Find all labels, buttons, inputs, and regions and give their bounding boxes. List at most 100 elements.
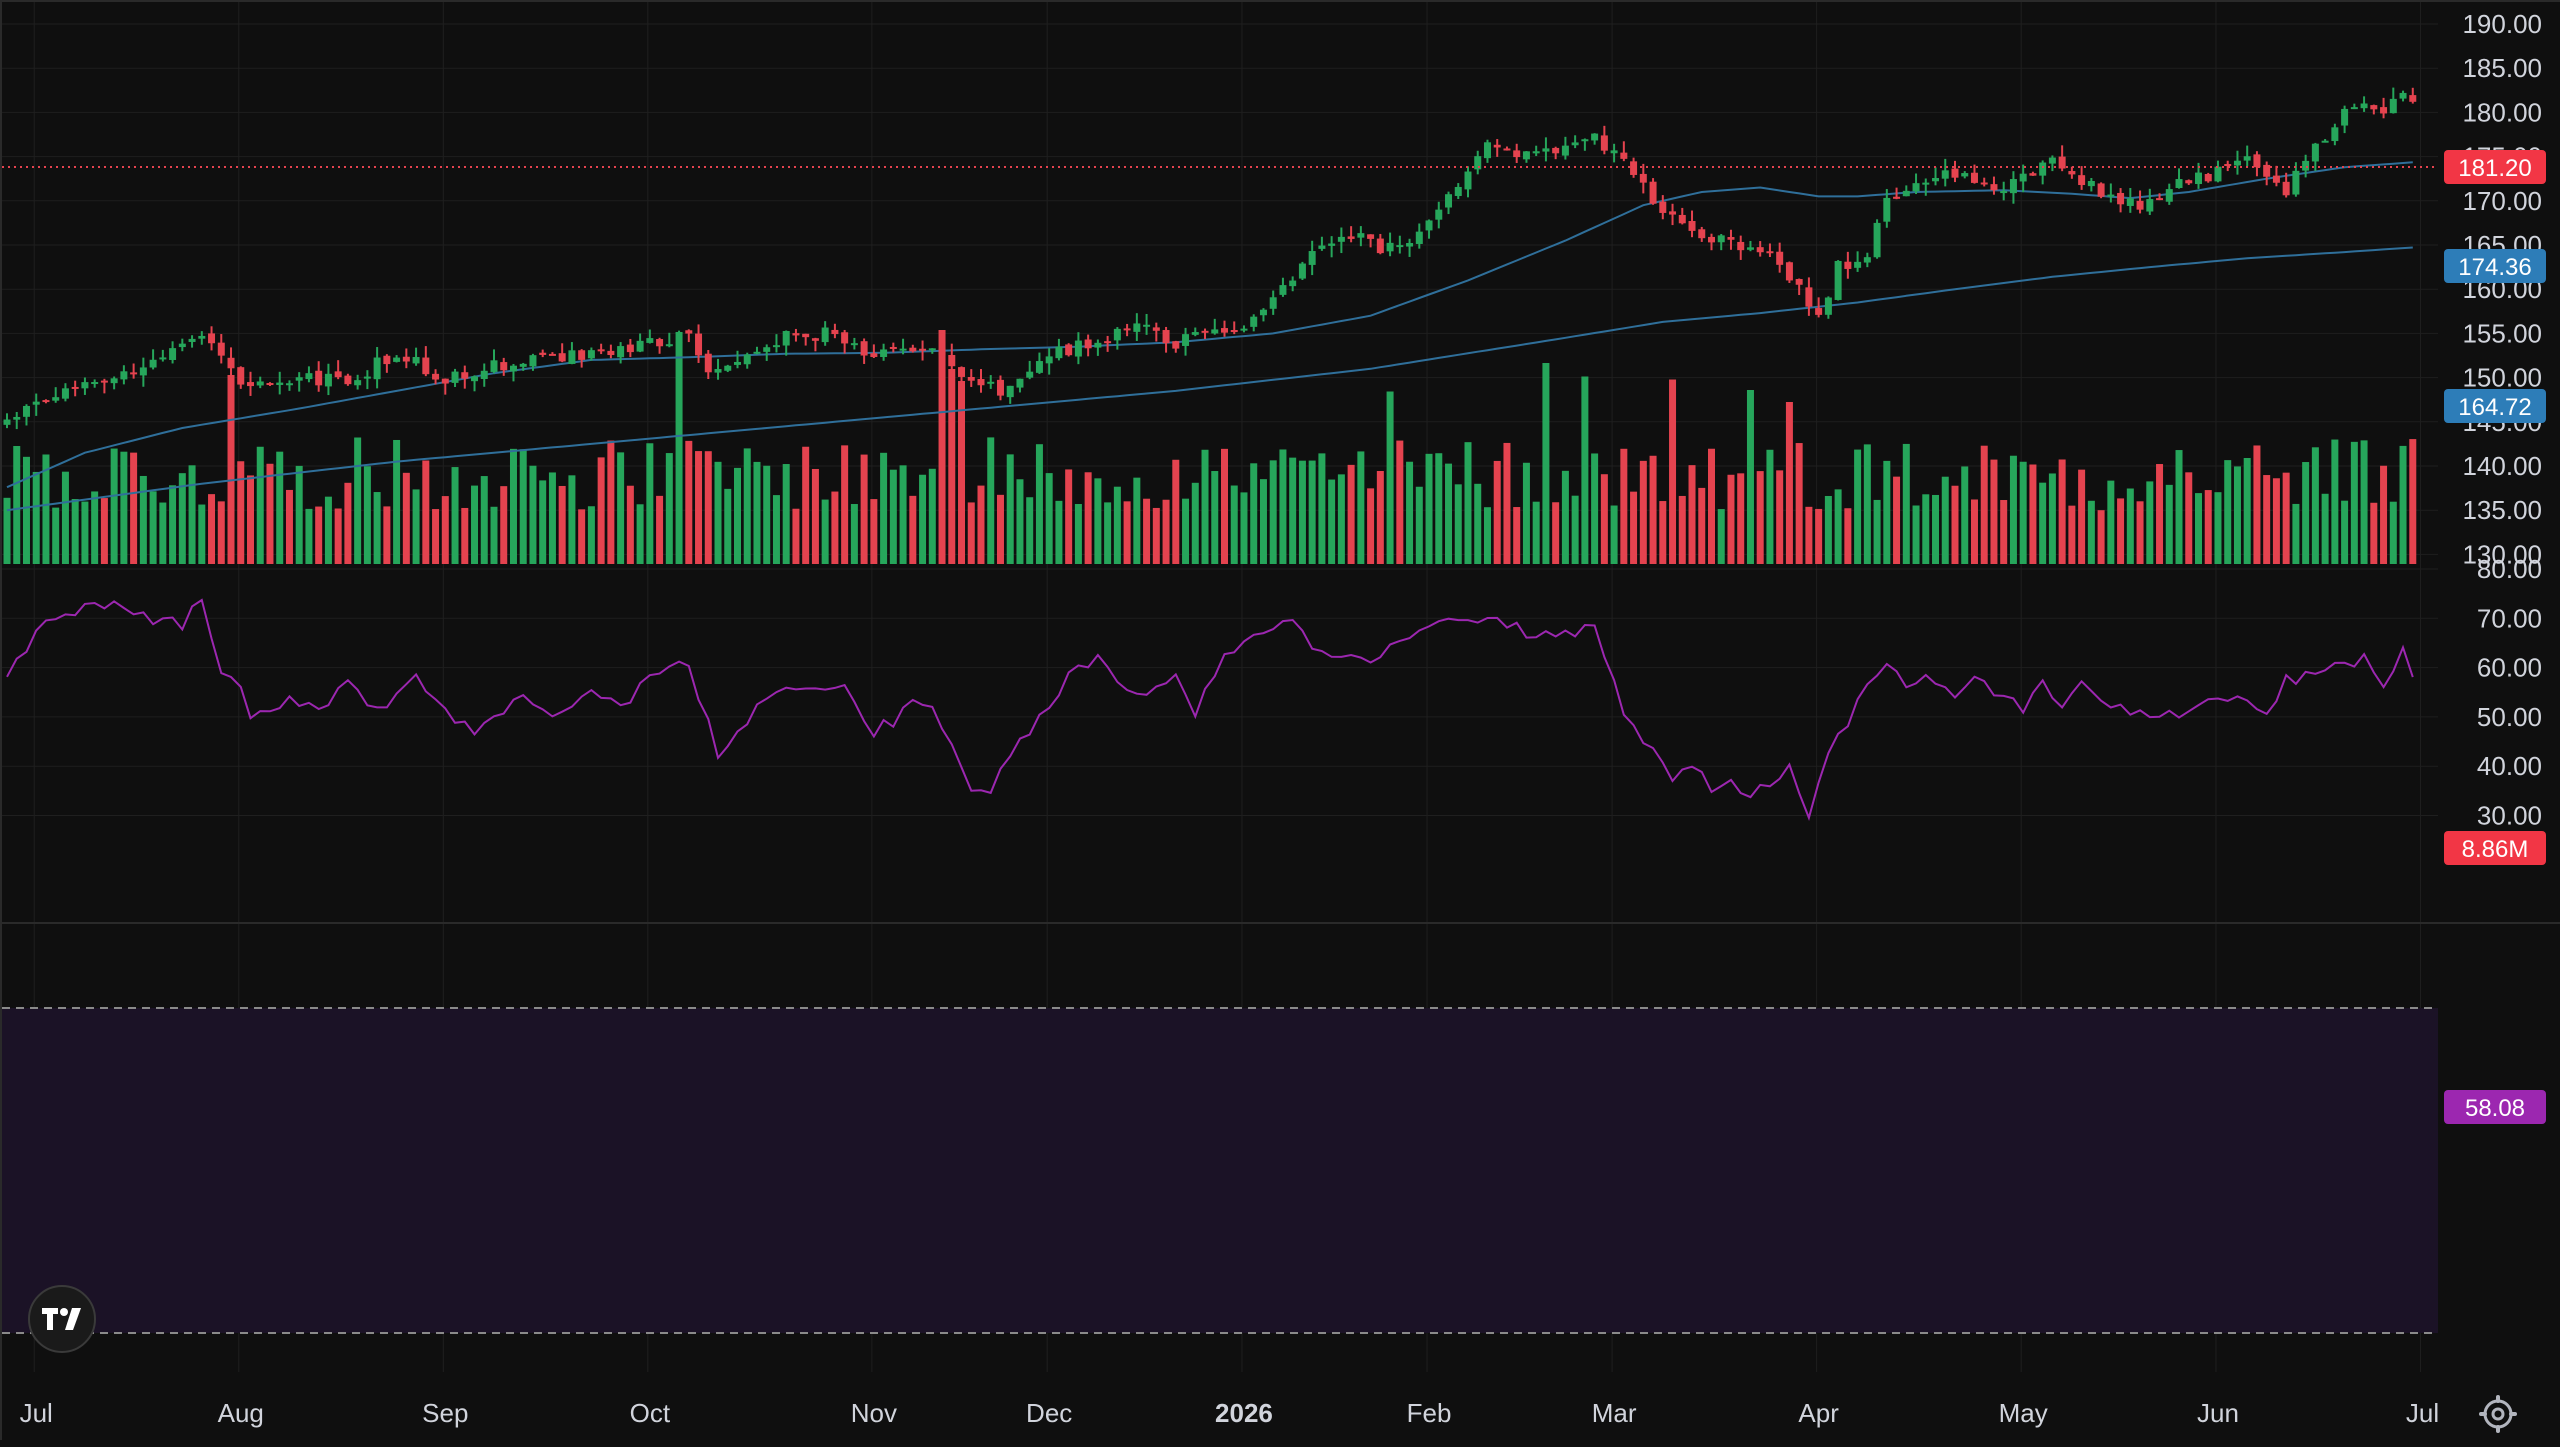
candle-body — [1016, 378, 1024, 388]
gear-icon[interactable] — [2478, 1394, 2518, 1434]
volume-bar — [1396, 440, 1404, 564]
candle-body — [1717, 235, 1725, 243]
candle-body — [2126, 198, 2134, 206]
candle-body — [772, 345, 780, 348]
tradingview-logo-icon[interactable] — [28, 1285, 96, 1353]
volume-bar — [1932, 494, 1940, 564]
volume-bar — [1435, 453, 1443, 564]
volume-bar — [42, 454, 50, 564]
candle-body — [2039, 162, 2047, 176]
candle-body — [1337, 236, 1345, 242]
volume-bar — [850, 504, 858, 564]
candle-body — [880, 349, 888, 357]
volume-bar — [1591, 453, 1599, 564]
volume-bar — [2282, 472, 2290, 564]
volume-bar — [490, 506, 498, 564]
candle-body — [938, 348, 946, 356]
volume-bar — [831, 491, 839, 564]
volume-bar — [461, 507, 469, 564]
candle-body — [1698, 229, 1706, 239]
volume-bar — [1123, 501, 1131, 564]
candle-body — [1386, 242, 1394, 252]
price-tick-label: 150.00 — [2462, 363, 2542, 393]
volume-bar — [782, 464, 790, 564]
candle-body — [2302, 160, 2310, 171]
time-tick-label: May — [1999, 1398, 2048, 1428]
volume-bar — [305, 508, 313, 564]
price-axis[interactable]: 190.00185.00180.00175.00170.00165.00160.… — [2462, 9, 2542, 569]
volume-bar — [1513, 507, 1521, 564]
candle-body — [1815, 308, 1823, 315]
volume-bar — [1970, 499, 1978, 564]
candle-body — [1873, 222, 1881, 258]
volume-bar — [2078, 469, 2086, 564]
volume-bar — [393, 439, 401, 564]
candle-body — [977, 379, 985, 386]
candle-body — [1143, 324, 1151, 327]
candle-body — [402, 356, 410, 362]
candle-body — [2175, 179, 2183, 188]
volume-bar — [2302, 462, 2310, 564]
volume-bar — [987, 437, 995, 564]
candle-body — [1084, 339, 1092, 349]
candle-body — [1240, 328, 1248, 331]
candlesticks — [3, 87, 2417, 430]
candle-body — [1191, 332, 1199, 335]
candle-body — [1746, 247, 1754, 250]
candle-body — [1708, 236, 1715, 243]
volume-bar — [315, 506, 323, 564]
time-axis[interactable]: Jul Aug Sep Oct Nov Dec 2026 Feb Mar Apr May Jun Jul — [20, 1398, 2440, 1428]
volume-bar — [1454, 484, 1462, 564]
candle-body — [1464, 171, 1472, 190]
volume-bar — [509, 448, 517, 564]
volume-bar — [1795, 443, 1803, 564]
candle-body — [42, 400, 50, 403]
volume-bar — [948, 369, 956, 564]
candle-body — [461, 372, 469, 379]
volume-bar — [2370, 502, 2378, 564]
volume-bar — [1445, 463, 1453, 564]
candle-body — [1201, 330, 1209, 333]
volume-bar — [1717, 509, 1725, 564]
volume-bar — [1152, 507, 1160, 564]
price-tick-label: 170.00 — [2462, 186, 2542, 216]
volume-bar — [227, 375, 235, 564]
volume-bar — [665, 453, 673, 564]
candle-body — [2263, 164, 2271, 177]
candle-body — [1055, 346, 1063, 359]
rsi-axis[interactable]: 80.00 70.00 60.00 50.00 40.00 30.00 — [2477, 554, 2542, 831]
volume-bar — [996, 494, 1004, 564]
candle-body — [724, 365, 732, 371]
candle-body — [1669, 211, 1677, 215]
ma-200-badge: 164.72 — [2458, 394, 2531, 421]
volume-bar — [237, 461, 245, 564]
volume-bar — [1035, 444, 1043, 564]
candle-body — [1854, 261, 1862, 268]
volume-badge-bg — [2444, 831, 2546, 865]
price-tick-label: 180.00 — [2462, 97, 2542, 127]
volume-bar — [139, 475, 147, 564]
candle-body — [1980, 182, 1988, 185]
volume-bar — [1464, 442, 1472, 564]
volume-bar — [91, 491, 99, 564]
volume-bar — [1201, 449, 1209, 564]
volume-bar — [2243, 458, 2251, 564]
volume-bar — [704, 451, 712, 564]
candle-body — [256, 381, 264, 386]
rsi-line — [6, 598, 2414, 821]
volume-bar — [1337, 474, 1345, 564]
volume-bar — [1922, 494, 1930, 564]
rsi-tick-label: 40.00 — [2477, 751, 2542, 781]
volume-bar — [938, 330, 946, 564]
volume-bar — [208, 494, 216, 564]
time-tick-label: Apr — [1798, 1398, 1839, 1428]
volume-bar — [1133, 477, 1141, 564]
candle-body — [1250, 316, 1258, 327]
candle-body — [130, 372, 138, 375]
candle-body — [178, 343, 186, 348]
volume-bar — [3, 497, 11, 564]
volume-bar — [2263, 475, 2271, 564]
volume-bar — [188, 465, 196, 564]
